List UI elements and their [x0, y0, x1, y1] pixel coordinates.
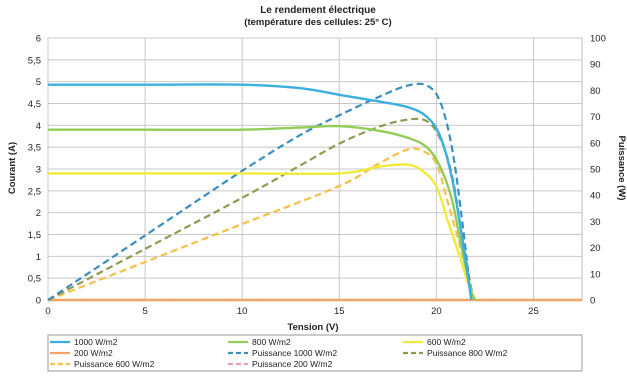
axes: 00,511,522,533,544,555,560 5 10 15 20 2501020…	[28, 34, 606, 318]
legend-item-label: 800 W/m2	[252, 337, 291, 347]
legend-item-label: Puissance 600 W/m2	[74, 359, 155, 369]
y2-tick-label: 100	[590, 34, 606, 45]
y2-axis-label: Puissance (W)	[616, 136, 627, 201]
x-tick-label: 10	[237, 306, 248, 317]
series-line-puissance-600-w-m2	[47, 147, 477, 302]
y2-tick-label: 30	[590, 217, 601, 228]
legend-item-label: Puissance 200 W/m2	[252, 359, 333, 369]
series-lines	[47, 82, 582, 302]
legend-box	[47, 334, 583, 372]
legend-item-label: 200 W/m2	[74, 348, 113, 358]
x-tick-label: 0	[45, 306, 50, 317]
y2-tick-label: 80	[590, 86, 601, 97]
y-tick-label: 4,5	[28, 99, 41, 110]
x-axis-label: Tension (V)	[287, 322, 338, 333]
y-tick-label: 5	[36, 77, 41, 88]
grid	[47, 37, 583, 301]
y2-tick-label: 40	[590, 191, 601, 202]
x-tick-label: 15	[334, 306, 345, 317]
y2-tick-label: 60	[590, 138, 601, 149]
y-tick-label: 5,5	[28, 55, 41, 66]
y2-tick-label: 90	[590, 60, 601, 71]
y2-tick-label: 70	[590, 112, 601, 123]
x-tick-label: 20	[431, 306, 442, 317]
y2-tick-label: 10	[590, 269, 601, 280]
legend-item-label: 600 W/m2	[427, 337, 466, 347]
series-line-puissance-1000-w-m2	[47, 82, 473, 301]
y-tick-label: 1,5	[28, 230, 41, 241]
series-line-800-w-m2	[48, 124, 477, 301]
chart-subtitle: (température des cellules: 25° C)	[244, 17, 391, 28]
legend-item-label: 1000 W/m2	[74, 337, 118, 347]
y-tick-label: 4	[36, 121, 41, 132]
y-tick-label: 1	[36, 252, 41, 263]
y2-tick-label: 0	[590, 296, 595, 307]
x-tick-label: 25	[528, 306, 539, 317]
y-tick-label: 3	[36, 165, 41, 176]
y2-tick-label: 50	[590, 165, 601, 176]
series-line-1000-w-m2	[48, 83, 473, 301]
legend-item-label: Puissance 800 W/m2	[427, 348, 508, 358]
series-line-600-w-m2	[48, 163, 477, 301]
y-tick-label: 0	[36, 296, 41, 307]
legend-item-label: Puissance 1000 W/m2	[252, 348, 337, 358]
y-tick-label: 2,5	[28, 186, 41, 197]
y-tick-label: 2	[36, 208, 41, 219]
y2-tick-label: 20	[590, 243, 601, 254]
x-tick-label: 5	[142, 306, 147, 317]
y-tick-label: 6	[36, 34, 41, 45]
y-tick-label: 3,5	[28, 143, 41, 154]
y-tick-label: 0,5	[28, 274, 41, 285]
y-axis-label: Courant (A)	[7, 142, 18, 194]
chart-title: Le rendement électrique	[260, 5, 376, 16]
